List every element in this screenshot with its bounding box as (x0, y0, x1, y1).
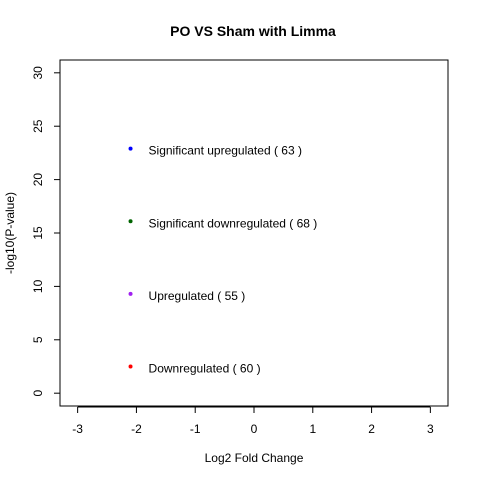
legend-point (128, 291, 133, 296)
x-tick-label: 0 (251, 422, 258, 436)
y-axis: 0 5 10 15 20 25 30 (31, 66, 61, 397)
x-axis-label: Log2 Fold Change (205, 451, 304, 465)
legend-point (128, 146, 133, 151)
x-tick-label: -3 (72, 422, 83, 436)
y-tick-label: 5 (31, 336, 45, 343)
x-tick-label: 1 (309, 422, 316, 436)
legend-point (128, 219, 133, 224)
legend-label: Significant upregulated ( 63 ) (149, 144, 302, 158)
y-tick-label: 30 (31, 66, 45, 80)
x-tick-label: -1 (190, 422, 201, 436)
x-tick-label: -2 (131, 422, 142, 436)
y-tick-label: 0 (31, 390, 45, 397)
legend-label: Upregulated ( 55 ) (149, 289, 246, 303)
x-axis: -3 -2 -1 0 1 2 3 (72, 406, 434, 436)
y-tick-label: 10 (31, 279, 45, 293)
y-tick-label: 25 (31, 119, 45, 133)
y-axis-label: -log10(P-value) (3, 192, 17, 274)
y-tick-label: 20 (31, 173, 45, 187)
chart-title: PO VS Sham with Limma (170, 23, 336, 39)
plot-frame (59, 59, 449, 407)
legend-label: Downregulated ( 60 ) (149, 361, 261, 375)
legend-point (128, 364, 133, 369)
x-tick-label: 3 (427, 422, 434, 436)
x-tick-label: 2 (368, 422, 375, 436)
legend-label: Significant downregulated ( 68 ) (149, 216, 318, 230)
legend: Significant upregulated ( 63 ) Significan… (128, 144, 318, 375)
y-tick-label: 15 (31, 226, 45, 240)
